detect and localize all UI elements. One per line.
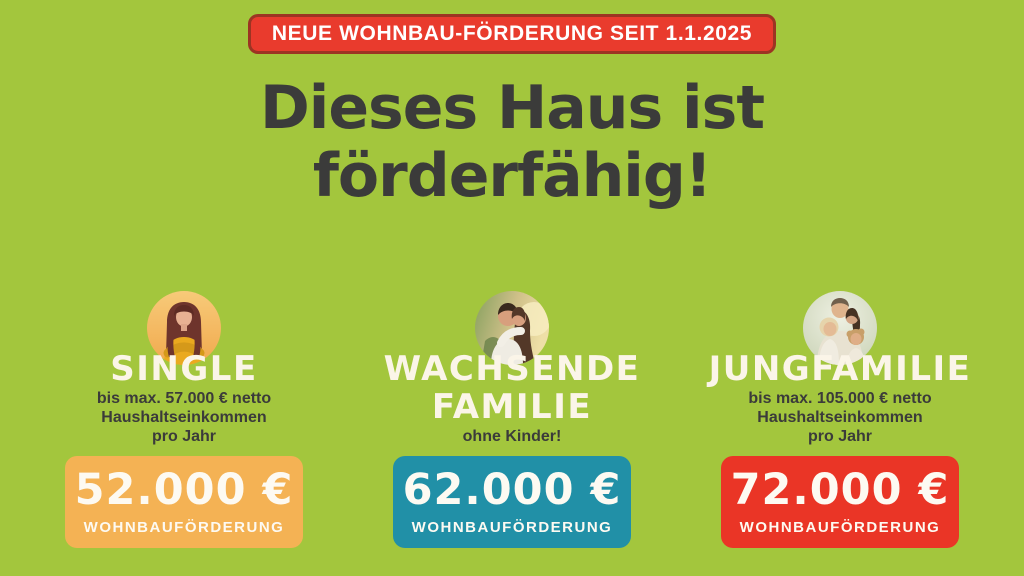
single-woman-photo-graphic bbox=[147, 291, 221, 365]
promo-banner-label: NEUE WOHNBAU-FÖRDERUNG SEIT 1.1.2025 bbox=[271, 22, 753, 45]
amount-box-jungfamilie: 72.000 € WOHNBAUFÖRDERUNG bbox=[721, 456, 959, 548]
offer-column-wachsende-familie: WACHSENDE FAMILIE ohne Kinder! 62.000 € … bbox=[352, 291, 672, 576]
single-woman-photo bbox=[147, 291, 221, 365]
headline: Dieses Haus ist förderfähig! bbox=[0, 74, 1024, 210]
promo-banner-row: NEUE WOHNBAU-FÖRDERUNG SEIT 1.1.2025 bbox=[0, 14, 1024, 54]
family-photo bbox=[803, 291, 877, 365]
amount-caption-jungfamilie: WOHNBAUFÖRDERUNG bbox=[739, 519, 941, 536]
offer-title-wachsende-familie: WACHSENDE FAMILIE bbox=[383, 349, 641, 427]
amount-box-single: 52.000 € WOHNBAUFÖRDERUNG bbox=[65, 456, 303, 548]
promo-banner: NEUE WOHNBAU-FÖRDERUNG SEIT 1.1.2025 bbox=[247, 14, 777, 54]
couple-photo-graphic bbox=[475, 291, 549, 365]
amount-value-jungfamilie: 72.000 € bbox=[730, 465, 950, 515]
offer-column-jungfamilie: JUNGFAMILIE bis max. 105.000 € netto Hau… bbox=[680, 291, 1000, 576]
offer-title-single: SINGLE bbox=[110, 349, 258, 389]
offer-subtitle-jungfamilie: bis max. 105.000 € netto Haushaltseinkom… bbox=[748, 390, 932, 445]
amount-box-wachsende-familie: 62.000 € WOHNBAUFÖRDERUNG bbox=[393, 456, 631, 548]
offer-subtitle-single: bis max. 57.000 € netto Haushaltseinkomm… bbox=[96, 390, 272, 445]
headline-line-2: förderfähig! bbox=[312, 141, 712, 211]
offer-title-jungfamilie: JUNGFAMILIE bbox=[708, 349, 972, 389]
offer-column-single: SINGLE bis max. 57.000 € netto Haushalts… bbox=[24, 291, 344, 576]
family-photo-graphic bbox=[803, 291, 877, 365]
offers-row: SINGLE bis max. 57.000 € netto Haushalts… bbox=[0, 291, 1024, 576]
offer-subtitle-wachsende-familie: ohne Kinder! bbox=[462, 428, 562, 445]
headline-line-1: Dieses Haus ist bbox=[259, 73, 765, 143]
amount-caption-single: WOHNBAUFÖRDERUNG bbox=[83, 519, 285, 536]
amount-value-wachsende-familie: 62.000 € bbox=[402, 465, 622, 515]
amount-caption-wachsende-familie: WOHNBAUFÖRDERUNG bbox=[411, 519, 613, 536]
amount-value-single: 52.000 € bbox=[74, 465, 294, 515]
couple-photo bbox=[475, 291, 549, 365]
